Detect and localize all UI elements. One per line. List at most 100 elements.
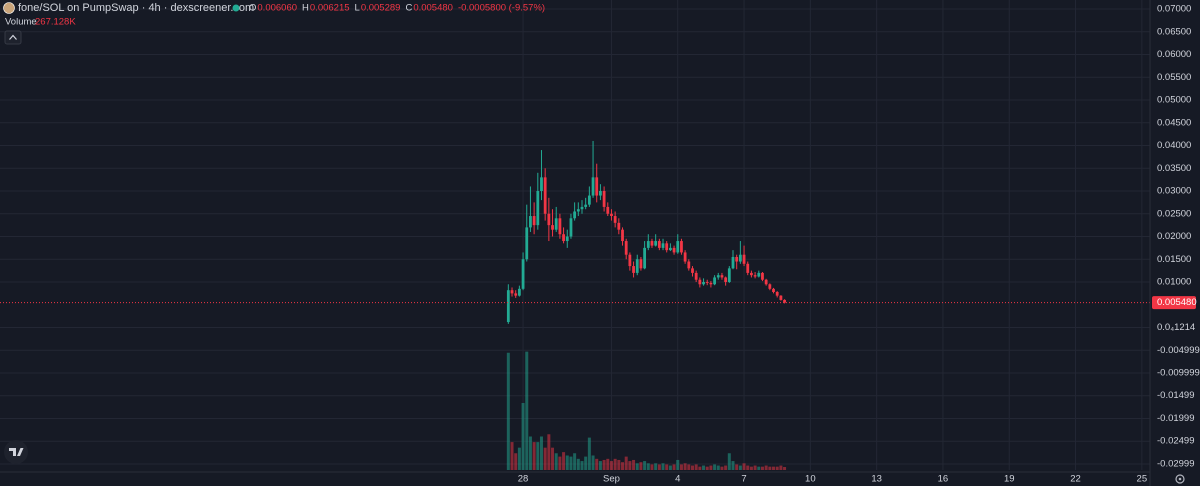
candle-body — [562, 234, 565, 242]
x-tick-label: 19 — [1004, 474, 1015, 485]
candle-body — [646, 241, 650, 248]
volume-bar — [551, 447, 555, 470]
volume-bar — [536, 442, 540, 470]
y-tick-label: 0.02000 — [1157, 231, 1191, 242]
candle-body — [764, 279, 768, 285]
volume-bar — [547, 434, 551, 470]
tradingview-logo[interactable] — [4, 440, 28, 464]
volume-bar — [650, 464, 654, 470]
logo-mark[interactable] — [9, 448, 24, 456]
volume-bar — [672, 464, 676, 470]
volume-bar — [517, 447, 521, 470]
candle-body — [632, 266, 635, 273]
volume-bar — [628, 461, 632, 470]
volume-bar — [558, 456, 562, 470]
candle-body — [610, 213, 613, 217]
volume-bar — [617, 459, 621, 470]
volume-bar — [713, 464, 717, 470]
volume-legend-value: 267.128K — [35, 17, 76, 28]
collapse-button-box[interactable] — [4, 30, 22, 45]
y-tick-label: 0.01000 — [1157, 277, 1191, 288]
volume-bar — [775, 466, 779, 470]
volume-bar — [727, 453, 731, 470]
candle-body — [727, 268, 731, 282]
y-tick-label: 0.04000 — [1157, 140, 1191, 151]
volume-bar — [514, 453, 518, 470]
volume-bar — [591, 455, 595, 470]
candle-body — [772, 288, 775, 293]
candle-body — [713, 277, 716, 285]
volume-bar — [609, 461, 613, 470]
volume-bar — [506, 352, 510, 470]
y-tick-label: 0.02500 — [1157, 208, 1191, 219]
candle-body — [569, 218, 573, 237]
candle-body — [680, 241, 683, 253]
candle-body — [510, 290, 514, 294]
collapse-button[interactable] — [4, 30, 22, 45]
y-tick-label: 0.06000 — [1157, 49, 1191, 60]
volume-bar — [716, 465, 720, 470]
candle-body — [628, 254, 632, 267]
volume-bar — [584, 456, 588, 470]
y-tick-label: -0.01999 — [1157, 413, 1195, 424]
volume-bar — [746, 465, 750, 470]
volume-bar — [613, 458, 617, 470]
candle-body — [635, 259, 639, 273]
volume-bar — [573, 453, 577, 470]
candle-body — [650, 241, 654, 246]
settings-icon-center[interactable] — [1178, 477, 1182, 481]
volume-bar — [779, 465, 783, 470]
volume-bar — [705, 466, 709, 470]
ohlc-value: 0.005480 — [413, 3, 453, 14]
volume-bar — [720, 466, 724, 470]
ohlc-key: H — [302, 3, 309, 14]
chart-title: fone/SOL on PumpSwap · 4h · dexscreener.… — [18, 2, 254, 14]
candle-body — [613, 216, 617, 223]
volume-bar — [735, 464, 739, 470]
candle-body — [576, 209, 580, 212]
volume-bar — [749, 466, 753, 470]
volume-bar — [654, 463, 658, 470]
candle-body — [584, 204, 588, 207]
settings-button[interactable] — [1175, 474, 1185, 484]
candle-body — [506, 290, 510, 323]
volume-bar — [742, 463, 746, 470]
y-tick-label: 0.03500 — [1157, 163, 1191, 174]
settings-icon[interactable] — [1175, 474, 1185, 484]
volume-bar — [702, 465, 706, 470]
candle-body — [775, 292, 779, 296]
x-tick-label: 16 — [938, 474, 949, 485]
y-tick-label: -0.02999 — [1157, 458, 1195, 469]
volume-bar — [598, 461, 602, 470]
candle-body — [724, 277, 728, 282]
candle-body — [617, 222, 621, 230]
candle-body — [573, 211, 577, 219]
x-tick-label: 4 — [675, 474, 680, 485]
y-tick-label: 0.04500 — [1157, 117, 1191, 128]
candle-body — [750, 272, 753, 276]
volume-bar — [569, 456, 573, 470]
volume-bar — [539, 436, 543, 470]
volume-bar — [525, 351, 529, 470]
volume-bar — [731, 461, 735, 470]
volume-bar — [683, 463, 687, 470]
candle-body — [746, 263, 750, 273]
candle-body — [643, 247, 647, 269]
volume-bar — [668, 465, 672, 470]
x-tick-label: 13 — [871, 474, 882, 485]
volume-bar — [587, 437, 591, 470]
ohlc-legend: O 0.006060 H 0.006215 L 0.005289 C 0.005480 -0.0… — [249, 3, 545, 14]
y-tick-label: 0.05000 — [1157, 95, 1191, 106]
candle-body — [587, 195, 591, 205]
volume-bar — [565, 455, 569, 470]
candle-body — [624, 241, 628, 255]
y-tick-label: 0.03000 — [1157, 186, 1191, 197]
candle-body — [525, 227, 529, 260]
volume-bar — [768, 466, 772, 470]
volume-bar — [643, 461, 647, 470]
volume-bar — [621, 462, 625, 470]
collapse-icon[interactable] — [9, 34, 17, 40]
candle-body — [761, 272, 764, 280]
